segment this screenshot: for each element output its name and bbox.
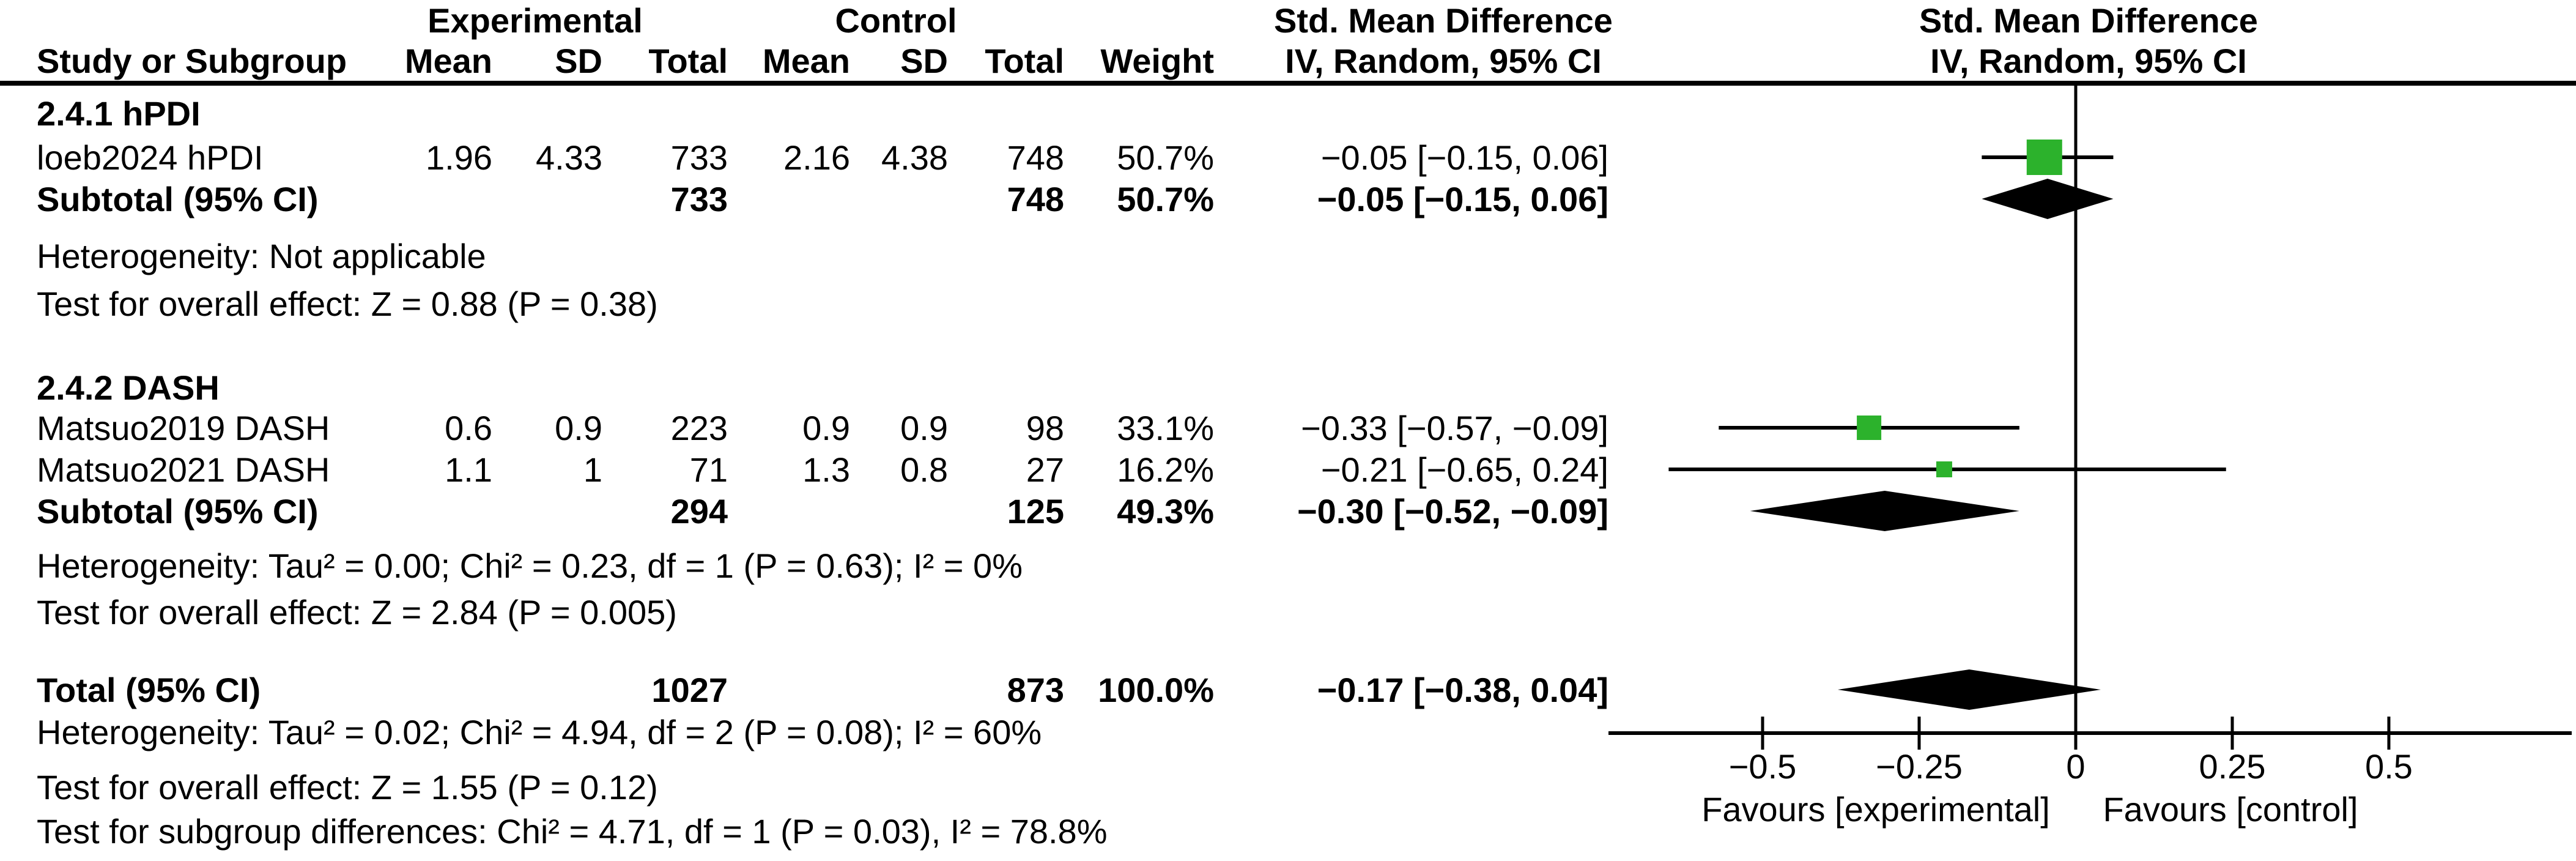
total-exp-value: 733 [670, 138, 728, 177]
favours-experimental-label: Favours [experimental] [1701, 790, 2050, 829]
subtotal-row-hpdi: Subtotal (95% CI) 733 748 50.7% −0.05 [−… [0, 179, 2576, 220]
total-ci: −0.17 [−0.38, 0.04] [1317, 671, 1608, 709]
study-name: Matsuo2019 DASH [37, 409, 330, 447]
sd-ctl-column-header: SD [900, 42, 948, 80]
subtotal-label: Subtotal (95% CI) [37, 180, 319, 218]
axis-tick-label: 0.25 [2199, 747, 2266, 786]
ci-value: −0.33 [−0.57, −0.09] [1301, 409, 1608, 447]
subgroup-header-dash: 2.4.2 DASH [0, 367, 2576, 408]
total-label: Total (95% CI) [37, 671, 261, 709]
total-ctl-value: 27 [1026, 450, 1064, 489]
subtotal-ci: −0.05 [−0.15, 0.06] [1317, 180, 1608, 218]
header-rule [0, 81, 2576, 86]
weight-value: 16.2% [1117, 450, 1214, 489]
study-column-header: Study or Subgroup [37, 42, 347, 80]
mean-exp-column-header: Mean [404, 42, 492, 80]
heterogeneity-note-total: Heterogeneity: Tau² = 0.02; Chi² = 4.94,… [37, 713, 1042, 751]
plot-ci-header: IV, Random, 95% CI [1930, 42, 2247, 80]
ci-value: −0.05 [−0.15, 0.06] [1320, 138, 1608, 177]
smd-column-group-header: Std. Mean Difference [1274, 1, 1613, 40]
mean-exp-value: 0.6 [445, 409, 492, 447]
axis-tick-label: −0.5 [1728, 747, 1797, 786]
subtotal-weight: 49.3% [1117, 492, 1214, 531]
total-exp-column-header: Total [648, 42, 728, 80]
mean-ctl-column-header: Mean [762, 42, 850, 80]
sd-exp-column-header: SD [555, 42, 602, 80]
total-ctl-column-header: Total [985, 42, 1064, 80]
subtotal-total-exp: 733 [670, 180, 728, 218]
mean-exp-value: 1.96 [426, 138, 492, 177]
sd-exp-value: 1 [583, 450, 602, 489]
mean-ctl-value: 2.16 [783, 138, 850, 177]
sd-ctl-value: 0.9 [900, 409, 948, 447]
sd-exp-value: 0.9 [555, 409, 602, 447]
subtotal-total-ctl: 748 [1007, 180, 1064, 218]
weight-column-header: Weight [1100, 42, 1214, 80]
column-header-row: Study or Subgroup Mean SD Total Mean SD … [0, 40, 2576, 81]
total-ctl-value: 748 [1007, 138, 1064, 177]
axis-tick-label: 0 [2066, 747, 2086, 786]
overall-effect-note-dash: Test for overall effect: Z = 2.84 (P = 0… [37, 593, 677, 632]
subtotal-total-exp: 294 [670, 492, 728, 531]
weight-value: 50.7% [1117, 138, 1214, 177]
subtotal-ci: −0.30 [−0.52, −0.09] [1297, 492, 1608, 531]
sd-ctl-value: 4.38 [881, 138, 948, 177]
sd-ctl-value: 0.8 [900, 450, 948, 489]
subgroup-label: 2.4.1 hPDI [37, 94, 201, 133]
study-row-matsuo2021: Matsuo2021 DASH 1.1 1 71 1.3 0.8 27 16.2… [0, 449, 2576, 490]
sd-exp-value: 4.33 [536, 138, 602, 177]
overall-effect-note-hpdi: Test for overall effect: Z = 0.88 (P = 0… [37, 285, 658, 323]
mean-exp-value: 1.1 [445, 450, 492, 489]
mean-ctl-value: 1.3 [802, 450, 850, 489]
axis-tick-label: −0.25 [1876, 747, 1963, 786]
subgroup-header-hpdi: 2.4.1 hPDI [0, 93, 2576, 134]
total-total-exp: 1027 [651, 671, 728, 709]
total-row: Total (95% CI) 1027 873 100.0% −0.17 [−0… [0, 669, 2576, 710]
favours-control-label: Favours [control] [2103, 790, 2358, 829]
study-row-loeb2024: loeb2024 hPDI 1.96 4.33 733 2.16 4.38 74… [0, 137, 2576, 178]
experimental-group-header: Experimental [427, 1, 643, 40]
subgroup-differences-note: Test for subgroup differences: Chi² = 4.… [37, 812, 1108, 851]
total-weight: 100.0% [1098, 671, 1214, 709]
control-group-header: Control [835, 1, 957, 40]
mean-ctl-value: 0.9 [802, 409, 850, 447]
study-name: loeb2024 hPDI [37, 138, 264, 177]
axis-tick-label: 0.5 [2365, 747, 2413, 786]
total-exp-value: 223 [670, 409, 728, 447]
study-name: Matsuo2021 DASH [37, 450, 330, 489]
plot-smd-header: Std. Mean Difference [1919, 1, 2258, 40]
total-total-ctl: 873 [1007, 671, 1064, 709]
subtotal-weight: 50.7% [1117, 180, 1214, 218]
subgroup-label: 2.4.2 DASH [37, 368, 220, 407]
study-row-matsuo2019: Matsuo2019 DASH 0.6 0.9 223 0.9 0.9 98 3… [0, 408, 2576, 449]
subtotal-row-dash: Subtotal (95% CI) 294 125 49.3% −0.30 [−… [0, 491, 2576, 532]
total-exp-value: 71 [689, 450, 728, 489]
subtotal-label: Subtotal (95% CI) [37, 492, 319, 531]
ci-value: −0.21 [−0.65, 0.24] [1320, 450, 1608, 489]
heterogeneity-note-hpdi: Heterogeneity: Not applicable [37, 237, 486, 275]
heterogeneity-note-dash: Heterogeneity: Tau² = 0.00; Chi² = 0.23,… [37, 546, 1023, 585]
subtotal-total-ctl: 125 [1007, 492, 1064, 531]
group-header-row: Experimental Control Std. Mean Differenc… [0, 0, 2576, 41]
weight-value: 33.1% [1117, 409, 1214, 447]
ci-column-header: IV, Random, 95% CI [1285, 42, 1602, 80]
total-ctl-value: 98 [1026, 409, 1064, 447]
overall-effect-note-total: Test for overall effect: Z = 1.55 (P = 0… [37, 768, 658, 807]
